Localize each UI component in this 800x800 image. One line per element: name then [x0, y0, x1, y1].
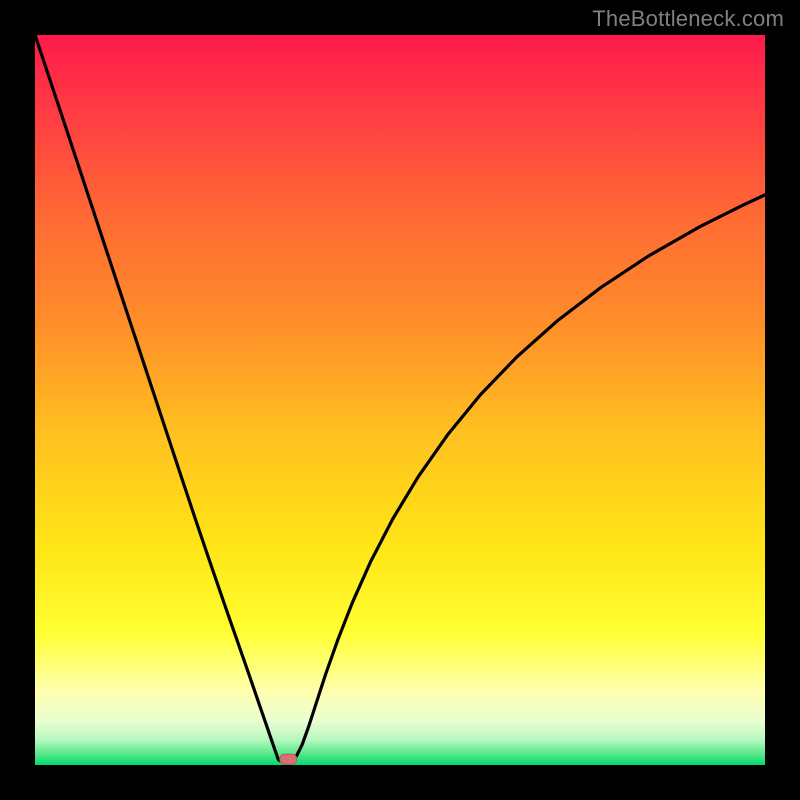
chart-stage: TheBottleneck.com	[0, 0, 800, 800]
optimum-marker	[280, 754, 297, 764]
plot-area	[35, 35, 765, 765]
watermark-label: TheBottleneck.com	[592, 6, 784, 32]
chart-svg	[35, 35, 765, 765]
gradient-background	[35, 35, 765, 765]
